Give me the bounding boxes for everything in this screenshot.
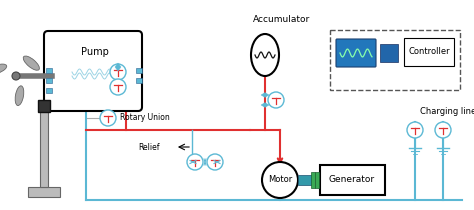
Text: Controller: Controller	[408, 47, 450, 56]
Circle shape	[12, 72, 20, 80]
Polygon shape	[261, 103, 269, 107]
FancyBboxPatch shape	[320, 165, 385, 195]
Polygon shape	[115, 63, 121, 71]
Ellipse shape	[251, 34, 279, 76]
Circle shape	[110, 64, 126, 80]
FancyBboxPatch shape	[330, 30, 460, 90]
Text: Charging line: Charging line	[420, 108, 474, 117]
Ellipse shape	[0, 64, 7, 74]
Polygon shape	[261, 93, 269, 97]
Text: Motor: Motor	[268, 176, 292, 185]
Circle shape	[268, 92, 284, 108]
Circle shape	[407, 122, 423, 138]
Bar	[46, 88, 52, 93]
FancyBboxPatch shape	[44, 31, 142, 111]
Ellipse shape	[23, 56, 39, 70]
Circle shape	[262, 162, 298, 198]
Circle shape	[435, 122, 451, 138]
Circle shape	[187, 154, 203, 170]
Circle shape	[207, 154, 223, 170]
Bar	[136, 78, 142, 83]
Ellipse shape	[15, 86, 24, 106]
FancyBboxPatch shape	[404, 38, 454, 66]
Bar	[315, 172, 319, 188]
Bar	[136, 68, 142, 73]
Bar	[298, 175, 312, 185]
Bar	[46, 78, 52, 83]
Text: Rotary Union: Rotary Union	[120, 113, 170, 122]
Text: Accumulator: Accumulator	[253, 16, 310, 25]
Circle shape	[110, 79, 126, 95]
Text: Relief: Relief	[138, 143, 159, 151]
Bar	[311, 172, 315, 188]
Circle shape	[100, 110, 116, 126]
Bar	[38, 100, 50, 112]
Bar	[40, 107, 48, 187]
FancyBboxPatch shape	[336, 39, 376, 67]
Text: Generator: Generator	[329, 176, 375, 185]
Bar	[46, 68, 52, 73]
Bar	[28, 187, 60, 197]
Bar	[380, 44, 398, 62]
Text: Pump: Pump	[81, 47, 109, 57]
